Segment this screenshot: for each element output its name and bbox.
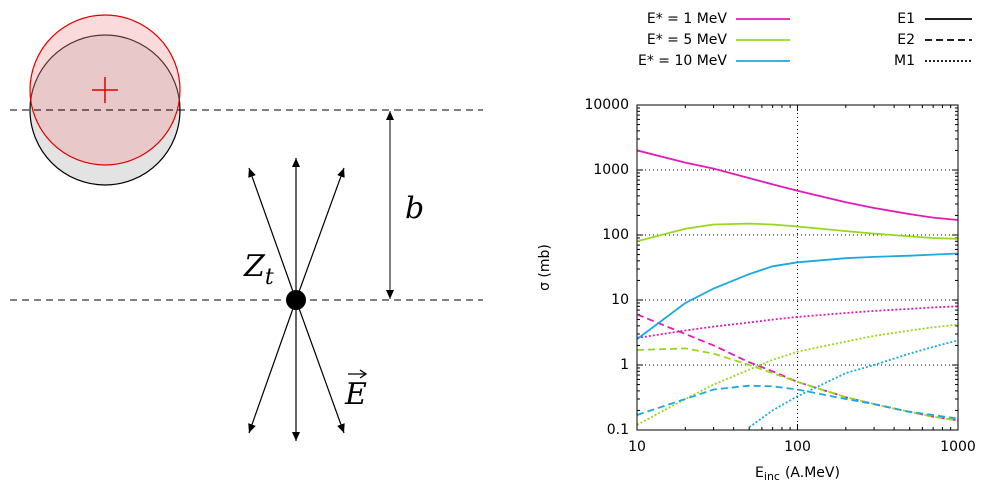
y-axis-label: σ (mb) [537,244,553,291]
legend-label: E1 [897,11,915,27]
series-line [637,222,958,243]
legend-label: M1 [894,53,915,69]
y-tick-label: 1 [620,357,629,373]
y-tick-label: 10 [611,292,629,308]
projectile-charge [92,77,118,103]
series-line [637,323,958,426]
series-line [748,339,958,429]
legend-label: E* = 5 MeV [647,32,728,48]
y-tick-label: 1000 [593,162,629,178]
field-arrows [248,158,345,441]
diagram: b Zt E [10,14,483,441]
series-line [637,305,958,339]
x-label-sub: inc [764,470,780,483]
y-tick-label: 10000 [584,97,629,113]
target-nucleus [286,290,306,310]
x-tick-label: 100 [784,439,811,455]
target-symbol: Z [243,249,266,284]
chart: 0.1 1 10 100 1000 10000 10 100 1000 σ (mb) Einc (A.… [537,11,976,483]
x-label-unit: (A.MeV) [785,465,840,481]
legend-label: E* = 1 MeV [647,11,728,27]
legend-label: E2 [897,32,915,48]
x-tick-label: 10 [628,439,646,455]
y-tick-label: 0.1 [607,422,629,438]
y-tick-label: 100 [602,227,629,243]
legend-label: E* = 10 MeV [638,53,727,69]
series-line [637,252,958,340]
x-label-main: E [755,465,764,481]
target-label: Zt [243,249,274,290]
field-label: E [344,377,367,412]
series-line [637,149,958,221]
vector-arrow [348,369,368,379]
plot-frame [636,104,959,431]
x-tick-label: 1000 [940,439,976,455]
x-axis-label: Einc (A.MeV) [755,465,840,483]
series-line [637,384,958,420]
target-subscript: t [265,265,274,290]
impact-label: b [405,191,424,226]
